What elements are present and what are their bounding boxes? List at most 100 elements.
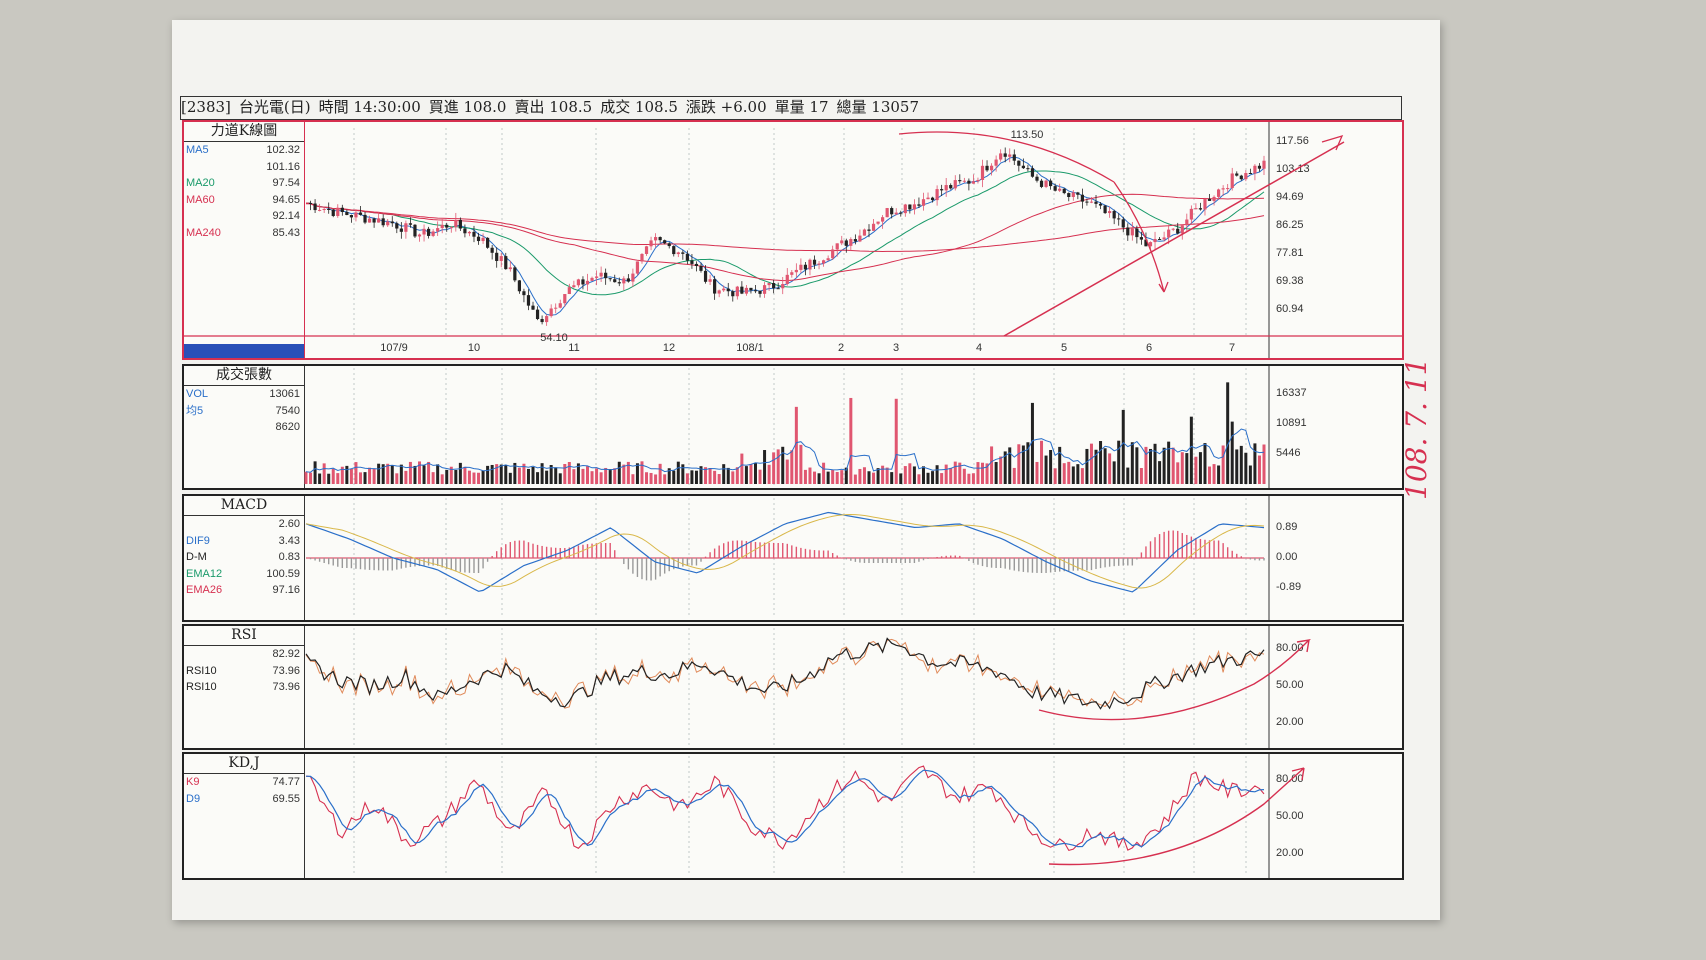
volume-bar <box>381 464 385 484</box>
volume-bar <box>1040 440 1044 484</box>
volume-bar <box>667 468 671 484</box>
volume-bar <box>976 462 980 484</box>
volume-bar <box>1062 463 1066 484</box>
volume-bar <box>413 465 417 484</box>
k-title: 力道K線圖 <box>184 122 304 142</box>
volume-bar <box>440 474 444 484</box>
legend-value: 101.16 <box>266 160 300 173</box>
trade-price: 成交 108.5 <box>600 98 678 116</box>
legend-label: RSI10 <box>186 664 217 677</box>
volume-bar <box>826 471 830 484</box>
volume-bar <box>517 467 521 484</box>
legend-value: 69.55 <box>272 792 300 805</box>
candle-body <box>422 228 426 235</box>
candle-body <box>840 240 844 244</box>
candle-body <box>454 219 458 228</box>
candle-body <box>785 274 789 285</box>
candle-body <box>554 307 558 309</box>
candle-body <box>1235 173 1239 176</box>
candle-body <box>1221 188 1225 190</box>
volume-bar <box>1139 467 1143 484</box>
kd-y-tick: 20.00 <box>1276 847 1304 859</box>
volume-bar <box>422 465 426 484</box>
volume-bar <box>1148 448 1152 484</box>
volume-bar <box>1067 461 1071 484</box>
candle-body <box>331 209 335 216</box>
volume-bar <box>813 471 817 484</box>
volume-bar <box>658 463 662 484</box>
volume-bar <box>513 462 517 484</box>
candle-body <box>958 180 962 182</box>
candle-body <box>372 218 376 223</box>
volume-bar <box>853 474 857 484</box>
candle-body <box>626 278 630 282</box>
k-x-tick: 11 <box>568 342 579 354</box>
candle-body <box>690 260 694 264</box>
rsi-arrow-annotation <box>1038 638 1311 721</box>
bid-price: 買進 108.0 <box>428 98 507 116</box>
candle-body <box>327 208 331 210</box>
k-legend-item: 92.14 <box>184 208 304 225</box>
candle-body <box>1139 237 1144 240</box>
volume-bar <box>1158 461 1162 484</box>
candle-body <box>867 229 871 231</box>
volume-title: 成交張數 <box>184 366 304 386</box>
volume-bar <box>704 467 708 484</box>
candle-body <box>463 228 467 234</box>
candle-body <box>980 165 985 180</box>
volume-bar <box>454 470 458 484</box>
volume-bar <box>472 472 476 484</box>
volume-bar <box>1257 455 1261 484</box>
volume-panel: 成交張數 VOL 13061 均5 7540 8620 16337 10891 5446 <box>182 364 1404 490</box>
macd-legend-item: EMA12 100.59 <box>184 566 304 583</box>
macd-legend-item: 2.60 <box>184 516 304 533</box>
candle-body <box>367 218 372 223</box>
legend-value: 102.32 <box>266 144 300 156</box>
candle-body <box>917 204 921 206</box>
low-label: 54.10 <box>540 332 568 344</box>
candle-body <box>594 276 599 278</box>
candle-body <box>703 270 708 282</box>
volume-bar <box>390 465 394 484</box>
volume-bar <box>467 470 471 484</box>
volume-bar <box>358 472 362 484</box>
macd-legend-item: D-M 0.83 <box>184 549 304 566</box>
k-legend: 力道K線圖 MA5 102.32 101.16 MA20 97.54 MA60 94.65 9… <box>184 122 305 358</box>
legend-value: 97.54 <box>272 177 300 189</box>
candle-body <box>794 269 798 273</box>
legend-label: EMA12 <box>186 567 223 580</box>
legend-value: 0.83 <box>278 551 300 563</box>
candle-body <box>513 267 517 281</box>
volume-bar <box>1198 452 1202 484</box>
volume-bar <box>676 461 680 484</box>
volume-bar <box>635 463 639 484</box>
ask-price: 賣出 108.5 <box>514 98 593 116</box>
volume-bar <box>1103 448 1107 484</box>
volume-bar <box>1026 442 1030 484</box>
volume-bar <box>327 473 331 484</box>
k-x-tick: 12 <box>663 342 675 354</box>
candle-body <box>994 159 998 166</box>
stock-name: 台光電(日) <box>238 98 311 116</box>
volume-bar <box>726 467 730 484</box>
k-x-tick: 4 <box>976 342 982 354</box>
k-legend-item: MA5 102.32 <box>184 142 304 159</box>
volume-bar <box>1117 440 1121 484</box>
volume-bar <box>486 465 490 484</box>
candle-body <box>322 208 326 210</box>
volume-bar <box>817 473 821 484</box>
volume-bar <box>1203 443 1207 484</box>
candle-body <box>1026 168 1030 170</box>
k-legend-bar <box>184 344 304 358</box>
candle-body <box>558 303 562 308</box>
candle-body <box>1148 242 1153 247</box>
candle-body <box>1017 160 1021 166</box>
volume-bar <box>1235 449 1239 484</box>
candle-body <box>740 286 744 294</box>
candle-body <box>685 253 689 261</box>
volume-bar <box>427 461 431 484</box>
candle-body <box>1044 180 1048 187</box>
candle-body <box>649 240 653 247</box>
volume-bar <box>912 466 916 484</box>
k-x-tick: 2 <box>838 342 844 354</box>
